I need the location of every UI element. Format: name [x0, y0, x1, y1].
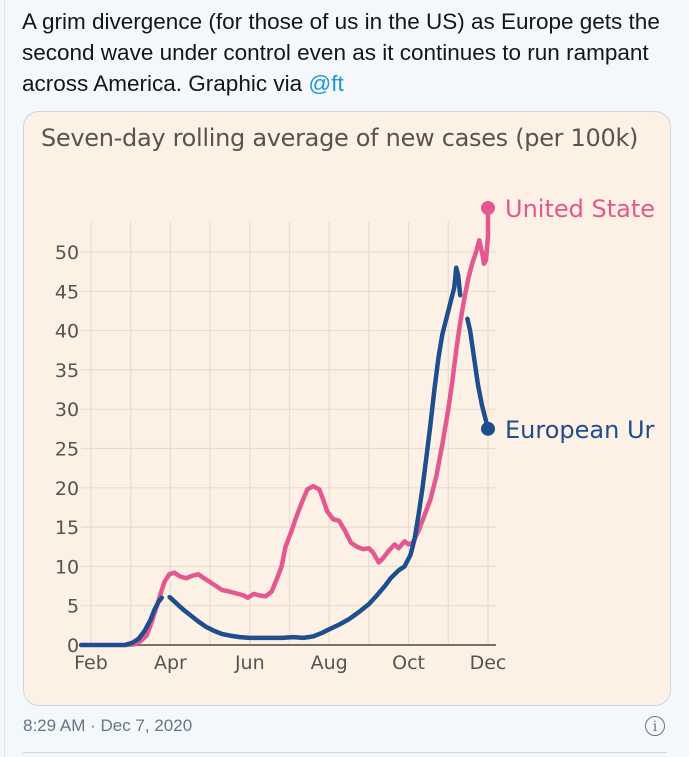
y-tick-label: 25: [55, 439, 79, 461]
chart-svg: 0 5 10 15 20 25 30 35 40 45 50 Feb Apr Jun Aug Oct Dec U…: [55, 195, 655, 674]
tweet-timestamp[interactable]: 8:29 AM · Dec 7, 2020: [23, 716, 193, 735]
info-circle-icon[interactable]: i: [645, 716, 665, 736]
series-line-eu: [465, 316, 491, 432]
mention-link[interactable]: @ft: [308, 71, 344, 96]
y-tick-label: 50: [55, 242, 79, 264]
divider: [23, 752, 667, 753]
series-line-us: [124, 205, 491, 648]
series-label-us: United State: [505, 195, 655, 223]
y-tick-label: 20: [55, 478, 79, 500]
y-tick-label: 10: [55, 556, 79, 578]
y-tick-label: 35: [55, 360, 79, 382]
axes: 0 5 10 15 20 25 30 35 40 45 50 Feb Apr Jun Aug Oct Dec: [55, 242, 506, 674]
series-line-eu: [167, 265, 463, 641]
series-end-marker-eu: [481, 421, 495, 436]
x-tick-label: Aug: [311, 652, 348, 674]
y-tick-label: 5: [67, 596, 79, 618]
series-line-eu: [78, 595, 164, 648]
y-tick-label: 15: [55, 517, 79, 539]
x-tick-label: Jun: [234, 652, 265, 674]
tweet-body: A grim divergence (for those of us in th…: [22, 9, 660, 96]
y-tick-label: 45: [55, 281, 79, 303]
y-tick-label: 40: [55, 321, 79, 343]
x-tick-label: Oct: [392, 652, 425, 674]
y-tick-label: 0: [67, 635, 79, 657]
x-tick-label: Dec: [470, 652, 507, 674]
chart-title: Seven-day rolling average of new cases (…: [41, 124, 639, 152]
x-tick-label: Feb: [74, 652, 108, 674]
series-label-eu: European Ur: [505, 416, 655, 444]
left-border: [4, 0, 5, 757]
series-labels: United State European Ur: [481, 195, 655, 444]
chart-card[interactable]: Seven-day rolling average of new cases (…: [23, 111, 671, 706]
tweet-text: A grim divergence (for those of us in th…: [22, 6, 662, 99]
series-end-marker-us: [481, 200, 495, 215]
series-lines: [78, 205, 491, 648]
y-tick-label: 30: [55, 399, 79, 421]
x-tick-label: Apr: [154, 652, 187, 674]
grid: [81, 222, 496, 645]
